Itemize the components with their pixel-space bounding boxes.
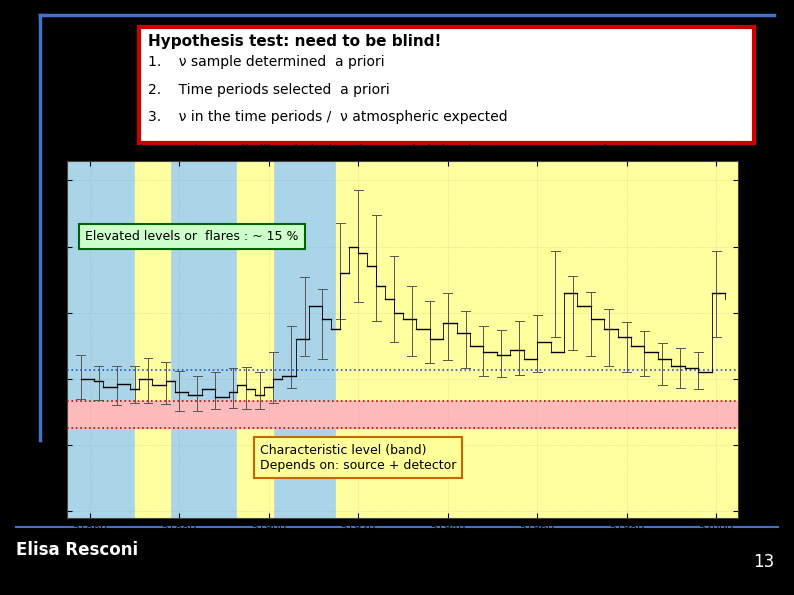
Text: zoom  Mkn 421: zoom Mkn 421 <box>550 144 646 157</box>
Text: 13: 13 <box>753 553 774 571</box>
Y-axis label: Rate (1 PCU c/s): Rate (1 PCU c/s) <box>21 289 33 390</box>
X-axis label: Time (MJD): Time (MJD) <box>368 538 437 551</box>
Bar <box>67 161 134 518</box>
Bar <box>237 161 273 518</box>
Bar <box>67 401 738 428</box>
Bar <box>134 161 171 518</box>
Text: 1.    ν sample determined  a priori: 1. ν sample determined a priori <box>148 55 385 70</box>
Bar <box>273 161 336 518</box>
Text: All-Sky-Monitor, Maximum-Likelihood-Blocks, Characteristic level: All-Sky-Monitor, Maximum-Likelihood-Bloc… <box>67 144 472 157</box>
Text: 3.    ν in the time periods /  ν atmospheric expected: 3. ν in the time periods / ν atmospheric… <box>148 110 508 124</box>
Text: Characteristic level (band)
Depends on: source + detector: Characteristic level (band) Depends on: … <box>260 444 457 472</box>
Text: Hypothesis test: need to be blind!: Hypothesis test: need to be blind! <box>148 34 441 49</box>
Text: + 3σ: + 3σ <box>742 362 780 377</box>
Text: char: char <box>756 406 777 416</box>
Text: R: R <box>742 402 752 415</box>
Bar <box>171 161 237 518</box>
FancyBboxPatch shape <box>139 27 754 143</box>
Text: 2.    Time periods selected  a priori: 2. Time periods selected a priori <box>148 83 390 97</box>
Text: Elisa Resconi: Elisa Resconi <box>16 541 138 559</box>
Bar <box>336 161 738 518</box>
Text: Elevated levels or  flares : ~ 15 %: Elevated levels or flares : ~ 15 % <box>86 230 299 243</box>
